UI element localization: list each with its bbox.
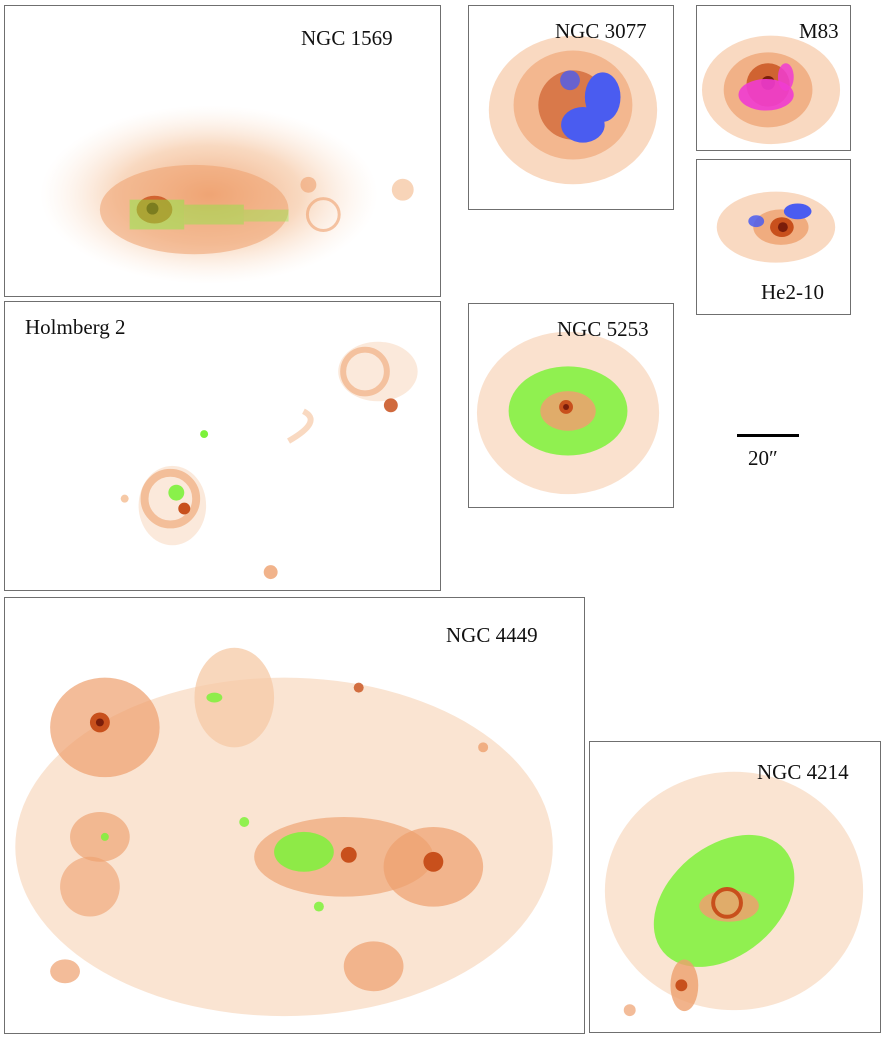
panel-label: NGC 4214 xyxy=(757,760,849,784)
m83-image xyxy=(701,35,841,145)
scale-bar-label: 20″ xyxy=(748,446,778,470)
ngc1569-image xyxy=(40,105,414,285)
ngc4449-image xyxy=(15,647,553,1017)
holmberg2-image xyxy=(120,341,418,580)
panel-label: M83 xyxy=(799,19,839,43)
scale-bar xyxy=(737,434,799,437)
panel-label: NGC 1569 xyxy=(301,26,393,50)
panel-ngc3077: NGC 3077 xyxy=(468,5,674,210)
ngc3077-image xyxy=(488,35,658,185)
panel-ngc4214: NGC 4214 xyxy=(589,741,881,1033)
panel-label: Holmberg 2 xyxy=(25,315,126,339)
panel-label: NGC 3077 xyxy=(555,19,647,43)
panel-holmberg2: Holmberg 2 xyxy=(4,301,441,591)
ngc4214-image xyxy=(604,771,864,1017)
panel-ngc5253: NGC 5253 xyxy=(468,303,674,508)
panel-ngc1569: NGC 1569 xyxy=(4,5,441,297)
panel-m83: M83 xyxy=(696,5,851,151)
panel-he210: He2-10 xyxy=(696,159,851,315)
panel-label: NGC 4449 xyxy=(446,623,538,647)
he210-image xyxy=(716,191,836,263)
panel-label: NGC 5253 xyxy=(557,317,649,341)
ngc5253-image xyxy=(476,331,660,495)
panel-label: He2-10 xyxy=(761,280,824,304)
panel-ngc4449: NGC 4449 xyxy=(4,597,585,1034)
